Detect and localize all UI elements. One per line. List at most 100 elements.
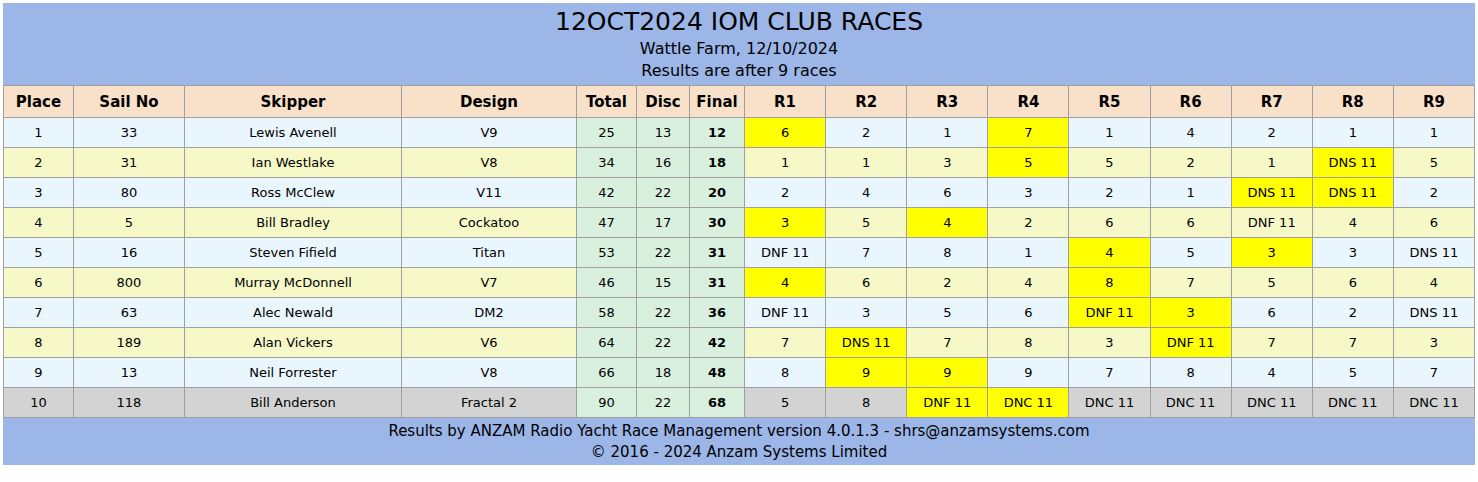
- design-cell: V7: [402, 268, 577, 298]
- column-header: Sail No: [74, 86, 185, 118]
- race-cell: 6: [1069, 208, 1150, 238]
- race-cell: DNC 11: [1150, 388, 1231, 418]
- design-cell: V9: [402, 118, 577, 148]
- disc-cell: 18: [637, 358, 690, 388]
- column-header: R6: [1150, 86, 1231, 118]
- race-cell: 8: [745, 358, 826, 388]
- place-cell: 7: [4, 298, 74, 328]
- place-cell: 4: [4, 208, 74, 238]
- race-cell: 4: [988, 268, 1069, 298]
- race-cell: 5: [1231, 268, 1312, 298]
- disc-cell: 15: [637, 268, 690, 298]
- race-cell: 3: [907, 148, 988, 178]
- race-cell: 1: [907, 118, 988, 148]
- race-cell: 7: [1231, 328, 1312, 358]
- column-header: Final: [690, 86, 745, 118]
- total-cell: 64: [577, 328, 637, 358]
- race-cell: DNS 11: [1393, 298, 1474, 328]
- column-header: R7: [1231, 86, 1312, 118]
- race-cell: 8: [1069, 268, 1150, 298]
- skipper-cell: Neil Forrester: [185, 358, 402, 388]
- race-cell: 7: [1312, 328, 1393, 358]
- race-cell: 6: [988, 298, 1069, 328]
- race-cell: DNF 11: [1231, 208, 1312, 238]
- skipper-cell: Steven Fifield: [185, 238, 402, 268]
- race-cell: 5: [1150, 238, 1231, 268]
- skipper-cell: Bill Bradley: [185, 208, 402, 238]
- race-cell: 4: [826, 178, 907, 208]
- race-cell: 3: [826, 298, 907, 328]
- disc-cell: 17: [637, 208, 690, 238]
- race-cell: DNC 11: [1312, 388, 1393, 418]
- race-cell: 9: [907, 358, 988, 388]
- race-cell: 6: [907, 178, 988, 208]
- race-cell: 5: [826, 208, 907, 238]
- final-cell: 20: [690, 178, 745, 208]
- column-header: R1: [745, 86, 826, 118]
- race-cell: 3: [1312, 238, 1393, 268]
- total-cell: 53: [577, 238, 637, 268]
- final-cell: 48: [690, 358, 745, 388]
- race-cell: 6: [745, 118, 826, 148]
- event-location-date: Wattle Farm, 12/10/2024: [3, 38, 1475, 60]
- results-table: PlaceSail NoSkipperDesignTotalDiscFinalR…: [3, 85, 1475, 418]
- place-cell: 2: [4, 148, 74, 178]
- race-cell: 4: [1069, 238, 1150, 268]
- event-header-banner: 12OCT2024 IOM CLUB RACES Wattle Farm, 12…: [3, 3, 1475, 85]
- race-cell: 4: [1393, 268, 1474, 298]
- race-cell: 7: [826, 238, 907, 268]
- sail-no-cell: 5: [74, 208, 185, 238]
- race-cell: 4: [1312, 208, 1393, 238]
- race-cell: 6: [1231, 298, 1312, 328]
- sail-no-cell: 31: [74, 148, 185, 178]
- disc-cell: 13: [637, 118, 690, 148]
- race-cell: 3: [1069, 328, 1150, 358]
- final-cell: 30: [690, 208, 745, 238]
- column-header: R2: [826, 86, 907, 118]
- skipper-cell: Bill Anderson: [185, 388, 402, 418]
- race-cell: 2: [1150, 148, 1231, 178]
- race-cell: DNS 11: [1312, 148, 1393, 178]
- race-cell: 3: [988, 178, 1069, 208]
- disc-cell: 22: [637, 328, 690, 358]
- race-cell: DNF 11: [745, 298, 826, 328]
- sail-no-cell: 16: [74, 238, 185, 268]
- race-cell: DNC 11: [1231, 388, 1312, 418]
- results-page: 12OCT2024 IOM CLUB RACES Wattle Farm, 12…: [0, 0, 1478, 482]
- race-cell: DNF 11: [1069, 298, 1150, 328]
- final-cell: 31: [690, 268, 745, 298]
- total-cell: 47: [577, 208, 637, 238]
- race-cell: 2: [907, 268, 988, 298]
- race-cell: 3: [1231, 238, 1312, 268]
- race-cell: DNF 11: [907, 388, 988, 418]
- total-cell: 58: [577, 298, 637, 328]
- column-header: R3: [907, 86, 988, 118]
- table-header-row: PlaceSail NoSkipperDesignTotalDiscFinalR…: [4, 86, 1475, 118]
- place-cell: 9: [4, 358, 74, 388]
- total-cell: 42: [577, 178, 637, 208]
- race-cell: DNS 11: [826, 328, 907, 358]
- race-cell: 2: [1069, 178, 1150, 208]
- final-cell: 36: [690, 298, 745, 328]
- race-cell: 6: [1150, 208, 1231, 238]
- race-cell: 3: [1150, 298, 1231, 328]
- place-cell: 3: [4, 178, 74, 208]
- table-row: 231Ian WestlakeV83416181135521DNS 115: [4, 148, 1475, 178]
- race-cell: 3: [1393, 328, 1474, 358]
- race-cell: 7: [907, 328, 988, 358]
- event-title: 12OCT2024 IOM CLUB RACES: [3, 6, 1475, 38]
- final-cell: 18: [690, 148, 745, 178]
- sail-no-cell: 800: [74, 268, 185, 298]
- sail-no-cell: 189: [74, 328, 185, 358]
- column-header: Design: [402, 86, 577, 118]
- design-cell: Fractal 2: [402, 388, 577, 418]
- total-cell: 66: [577, 358, 637, 388]
- table-row: 380Ross McClewV11422220246321DNS 11DNS 1…: [4, 178, 1475, 208]
- disc-cell: 22: [637, 178, 690, 208]
- design-cell: Cockatoo: [402, 208, 577, 238]
- total-cell: 34: [577, 148, 637, 178]
- design-cell: Titan: [402, 238, 577, 268]
- final-cell: 42: [690, 328, 745, 358]
- race-cell: 6: [826, 268, 907, 298]
- sail-no-cell: 13: [74, 358, 185, 388]
